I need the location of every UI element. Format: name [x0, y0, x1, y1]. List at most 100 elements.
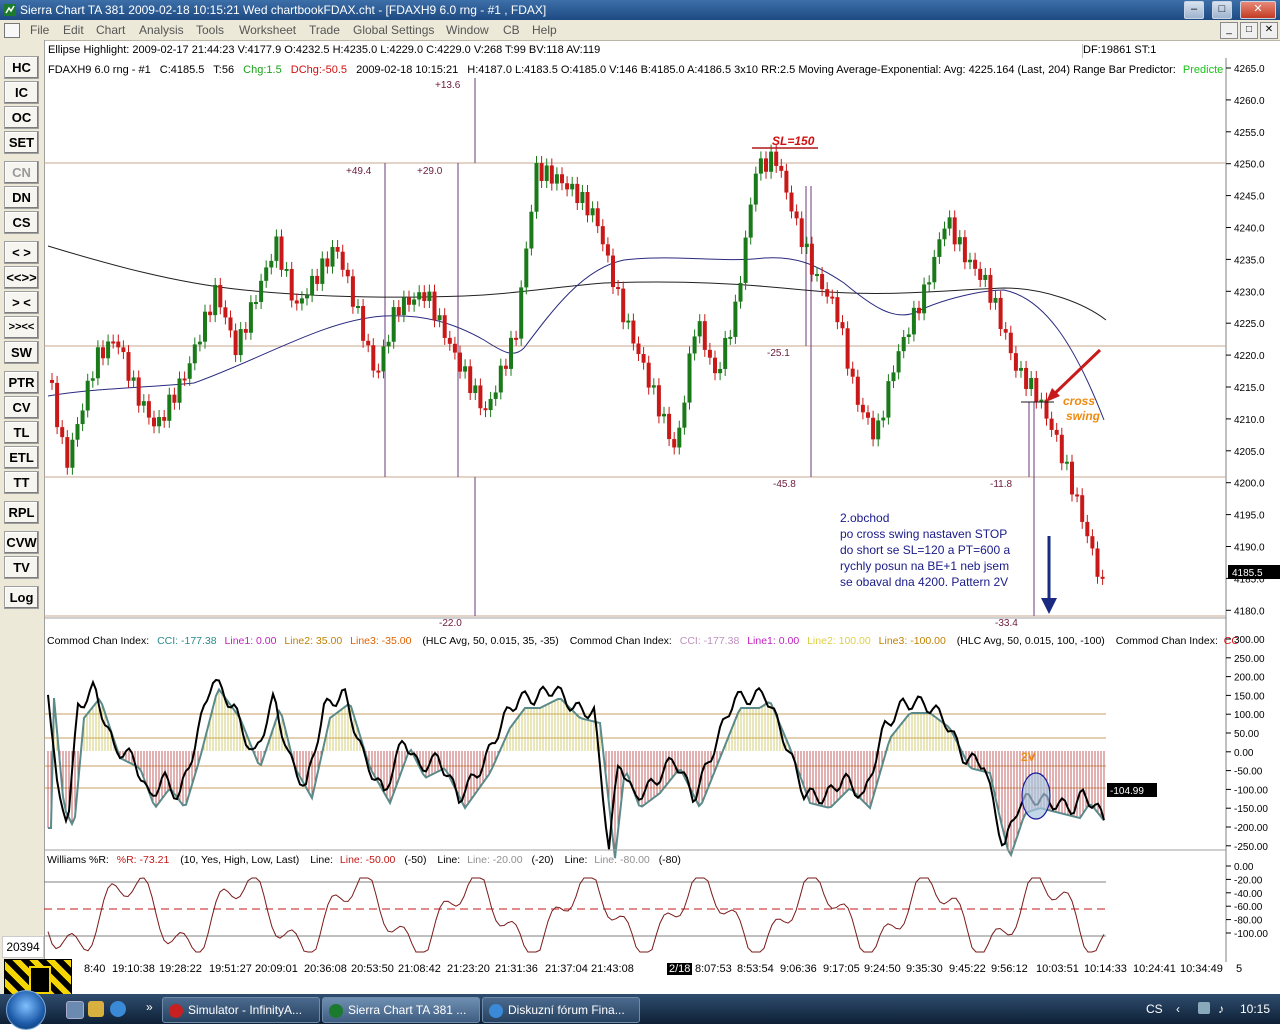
close-button[interactable]: ✕	[1240, 1, 1276, 19]
start-button[interactable]	[6, 990, 46, 1030]
quicklaunch-more-icon[interactable]: »	[146, 1000, 153, 1014]
wpr-tick-label: -60.00	[1234, 902, 1263, 913]
candle-body	[672, 439, 677, 448]
scroll-button[interactable]: < >	[4, 241, 39, 264]
ptr-button[interactable]: PTR	[4, 371, 39, 394]
cs-button[interactable]: CS	[4, 211, 39, 234]
folder-icon[interactable]	[88, 1001, 104, 1017]
title-bar: Sierra Chart TA 381 2009-02-18 10:15:21 …	[0, 0, 1280, 20]
volume-icon[interactable]: ♪	[1218, 1002, 1224, 1016]
show-desktop-icon[interactable]	[66, 1001, 84, 1019]
candle-body	[850, 368, 855, 377]
expand-button[interactable]: <<>>	[4, 266, 39, 289]
mdi-minimize-button[interactable]: _	[1220, 22, 1238, 39]
task-label: Simulator - InfinityA...	[188, 1003, 303, 1017]
task-forum[interactable]: Diskuzní fórum Fina...	[482, 997, 640, 1023]
candle-body	[228, 317, 233, 331]
task-simulator[interactable]: Simulator - InfinityA...	[162, 997, 320, 1023]
time-label: 9:56:12	[991, 963, 1028, 975]
candle-body	[106, 341, 111, 359]
menu-help[interactable]: Help	[532, 23, 557, 37]
wpr-line1: Line: -50.00	[340, 854, 396, 866]
menu-file[interactable]: File	[30, 23, 50, 37]
set-button[interactable]: SET	[4, 131, 39, 154]
menu-edit[interactable]: Edit	[63, 23, 84, 37]
tl-button[interactable]: TL	[4, 421, 39, 444]
swing-label: +13.6	[435, 80, 461, 91]
candle-body	[269, 260, 274, 268]
clock[interactable]: 10:15	[1240, 1002, 1271, 1016]
menu-cb[interactable]: CB	[503, 23, 520, 37]
ic-button[interactable]: IC	[4, 81, 39, 104]
candle-body	[1049, 418, 1054, 430]
time-label: 9:35:30	[906, 963, 943, 975]
oc-button[interactable]: OC	[4, 106, 39, 129]
time-label: 19:51:27	[209, 963, 252, 975]
cci-tick-label: 0.00	[1234, 748, 1254, 759]
menu-worksheet[interactable]: Worksheet	[239, 23, 297, 37]
candle-body	[1075, 494, 1080, 497]
cross-swing-label: cross	[1063, 394, 1095, 408]
mdi-restore-button[interactable]: □	[1240, 22, 1258, 39]
candle-body	[753, 173, 758, 205]
maximize-button[interactable]: □	[1212, 1, 1232, 19]
minimize-button[interactable]: –	[1184, 1, 1204, 19]
time-label: 21:37:04	[545, 963, 588, 975]
cci-slow-line	[48, 687, 1105, 859]
menu-tools[interactable]: Tools	[196, 23, 225, 37]
wpr-tick-label: -100.00	[1234, 929, 1268, 940]
candle-body	[371, 345, 376, 371]
cci-tick-label: 100.00	[1234, 710, 1265, 721]
candle-body	[320, 258, 325, 284]
browser-task-icon	[489, 1003, 503, 1018]
candle-body	[631, 320, 636, 344]
hc-button[interactable]: HC	[4, 56, 39, 79]
network-icon[interactable]	[1198, 1002, 1210, 1014]
price-tick-label: 4230.0	[1234, 287, 1265, 298]
menu-analysis[interactable]: Analysis	[139, 23, 184, 37]
time-label: 10:14:33	[1084, 963, 1127, 975]
candle-body	[483, 408, 488, 411]
menu-chart[interactable]: Chart	[96, 23, 126, 37]
tt-button[interactable]: TT	[4, 471, 39, 494]
candle-body	[1029, 378, 1034, 390]
chart-system-menu-icon[interactable]	[4, 23, 20, 38]
cvw-button[interactable]: CVW	[4, 531, 39, 554]
mdi-close-button[interactable]: ✕	[1260, 22, 1278, 39]
candle-body	[473, 385, 478, 394]
candle-body	[75, 424, 80, 440]
task-sierra-chart[interactable]: Sierra Chart TA 381 ...	[322, 997, 480, 1023]
candle-body	[646, 362, 651, 388]
candle-body	[468, 366, 473, 394]
compress-button[interactable]: > <	[4, 291, 39, 314]
candle-body	[167, 394, 172, 421]
candle-body	[702, 321, 707, 350]
swing-label: -22.0	[439, 618, 462, 629]
wpr-line-label: Line:	[437, 854, 460, 866]
cv-button[interactable]: CV	[4, 396, 39, 419]
menu-window[interactable]: Window	[446, 23, 489, 37]
menu-trade[interactable]: Trade	[309, 23, 340, 37]
candle-body	[427, 291, 432, 301]
tray-arrow-icon[interactable]: ‹	[1176, 1002, 1180, 1016]
menu-global-settings[interactable]: Global Settings	[353, 23, 435, 37]
candle-body	[1034, 378, 1039, 402]
price-tick-label: 4200.0	[1234, 479, 1265, 490]
tv-button[interactable]: TV	[4, 556, 39, 579]
language-indicator[interactable]: CS	[1146, 1002, 1163, 1016]
sw-button[interactable]: SW	[4, 341, 39, 364]
chart-area[interactable]: FDAXH9 6.0 rng - #1 C:4185.5 T:56 Chg:1.…	[44, 58, 1280, 962]
dn-button[interactable]: DN	[4, 186, 39, 209]
ticks-label: T:56	[213, 64, 234, 76]
candle-body	[1070, 461, 1074, 495]
ie-icon[interactable]	[110, 1001, 126, 1017]
cross-swing-label: swing	[1066, 409, 1101, 423]
candle-body	[881, 417, 886, 421]
cn-button[interactable]: CN	[4, 161, 39, 184]
log-button[interactable]: Log	[4, 586, 39, 609]
rpl-button[interactable]: RPL	[4, 501, 39, 524]
compress-more-button[interactable]: >><<	[4, 316, 39, 339]
candle-body	[1059, 434, 1064, 464]
cci-tick-label: 250.00	[1234, 654, 1265, 665]
etl-button[interactable]: ETL	[4, 446, 39, 469]
